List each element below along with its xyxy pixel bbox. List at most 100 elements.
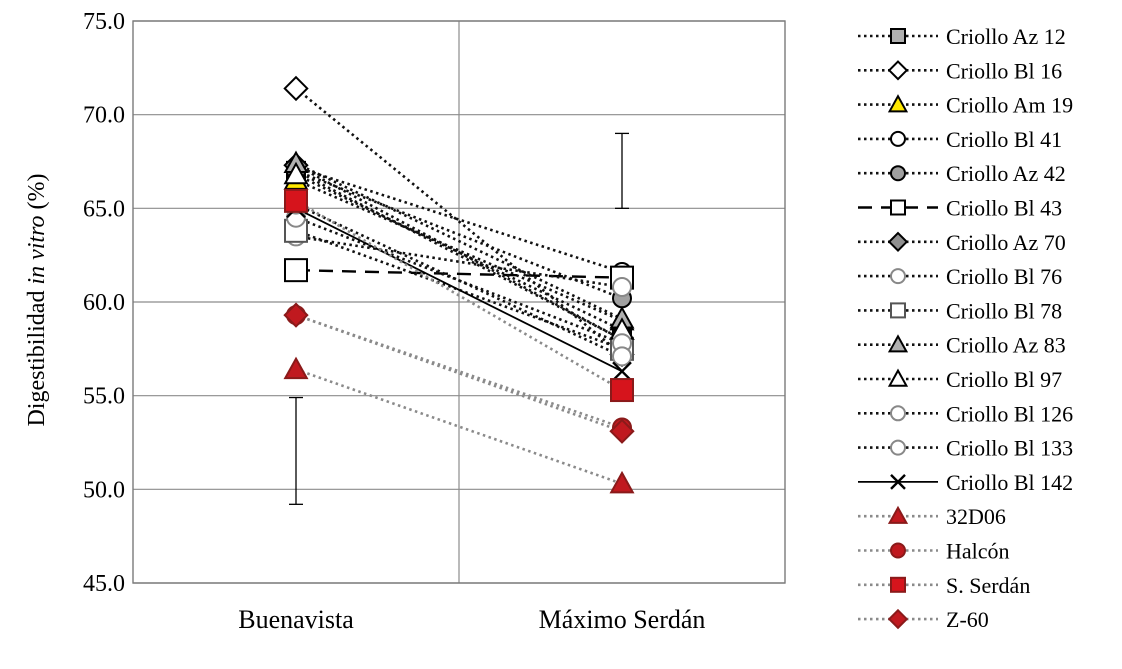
marker-diamond xyxy=(283,302,309,328)
marker-circle xyxy=(890,268,906,285)
legend-item: Criollo Bl 16 xyxy=(858,58,1062,83)
marker-circle xyxy=(890,165,906,182)
marker-square xyxy=(890,28,906,44)
marker-square xyxy=(610,378,634,403)
marker-circle xyxy=(890,405,906,422)
y-axis-label-part: (%) xyxy=(24,173,50,215)
legend-label: Criollo Az 83 xyxy=(946,333,1066,358)
y-tick-label: 75.0 xyxy=(83,9,125,35)
legend-label: 32D06 xyxy=(946,504,1006,529)
marker-circle xyxy=(890,542,906,559)
legend-label: Criollo Bl 142 xyxy=(946,470,1073,495)
legend-item: Criollo Bl 133 xyxy=(858,436,1073,461)
legend-label: Criollo Az 70 xyxy=(946,230,1066,255)
marker-square xyxy=(284,188,308,213)
legend-item: Criollo Az 42 xyxy=(858,161,1066,186)
legend-label: Criollo Bl 16 xyxy=(946,58,1062,83)
legend-item: Criollo Az 12 xyxy=(858,24,1066,49)
x-tick-label: Máximo Serdán xyxy=(539,605,706,634)
legend-label: Halcón xyxy=(946,539,1010,564)
legend-item: Criollo Bl 97 xyxy=(858,367,1062,392)
legend-item: S. Serdán xyxy=(858,573,1030,598)
legend-label: S. Serdán xyxy=(946,573,1030,598)
legend-label: Criollo Bl 76 xyxy=(946,264,1062,289)
series-line xyxy=(295,235,623,289)
plot-frame xyxy=(132,20,786,584)
x-tick-labels: Buenavista Máximo Serdán xyxy=(238,605,705,634)
y-axis-label-part: in vitro xyxy=(24,215,50,284)
legend-item: Criollo Az 70 xyxy=(858,230,1066,255)
legend-item: Criollo Bl 41 xyxy=(858,127,1062,152)
legend-label: Criollo Bl 41 xyxy=(946,127,1062,152)
series-line xyxy=(295,162,623,321)
marker-circle xyxy=(890,130,906,147)
series-line xyxy=(295,229,623,351)
marker-diamond xyxy=(283,75,309,102)
series-line xyxy=(295,313,623,433)
error-bars xyxy=(289,132,629,505)
marker-triangle xyxy=(283,161,309,185)
series-line xyxy=(295,268,623,279)
series-line xyxy=(295,87,623,356)
legend-item: Criollo Az 83 xyxy=(858,333,1066,358)
y-tick-label: 65.0 xyxy=(83,196,125,222)
marker-x xyxy=(612,361,632,382)
marker-triangle xyxy=(887,505,909,524)
series-line xyxy=(295,164,623,341)
legend-item: Halcón xyxy=(858,539,1010,564)
legend-item: Criollo Bl 142 xyxy=(858,470,1073,495)
y-axis-label: Digestibilidad in vitro (%) xyxy=(24,173,50,426)
y-tick-label: 50.0 xyxy=(83,477,125,503)
marker-triangle xyxy=(283,356,309,380)
marker-triangle xyxy=(887,368,909,387)
y-axis-label-part: Digestibilidad xyxy=(24,285,50,427)
y-tick-label: 45.0 xyxy=(83,571,125,597)
marker-diamond xyxy=(887,608,909,630)
series-line xyxy=(295,169,623,300)
series-line xyxy=(295,207,623,373)
legend-label: Criollo Bl 78 xyxy=(946,298,1062,323)
legend-label: Criollo Bl 43 xyxy=(946,196,1062,221)
x-tick-label: Buenavista xyxy=(238,605,354,634)
marker-circle xyxy=(890,439,906,456)
series-lines xyxy=(295,87,623,485)
marker-square xyxy=(890,576,906,593)
grid xyxy=(132,20,786,584)
series-line xyxy=(295,169,623,341)
y-tick-label: 60.0 xyxy=(83,290,125,316)
y-tick-label: 70.0 xyxy=(83,103,125,129)
legend-label: Criollo Am 19 xyxy=(946,93,1073,118)
y-tick-label: 55.0 xyxy=(83,384,125,410)
marker-diamond xyxy=(609,418,635,444)
legend-item: Criollo Am 19 xyxy=(858,93,1073,118)
marker-diamond xyxy=(887,231,909,252)
legend-label: Criollo Bl 133 xyxy=(946,436,1073,461)
series-line xyxy=(295,173,623,332)
legend-item: Criollo Bl 126 xyxy=(858,401,1073,426)
series-line xyxy=(295,179,623,322)
legend-label: Criollo Bl 97 xyxy=(946,367,1062,392)
legend: Criollo Az 12 Criollo Bl 16 Criollo Am 19 C… xyxy=(858,24,1073,632)
y-tick-labels: 75.0 70.0 65.0 60.0 55.0 50.0 45.0 xyxy=(83,9,125,597)
marker-diamond xyxy=(887,60,909,81)
marker-triangle xyxy=(887,334,909,353)
marker-triangle xyxy=(609,470,635,494)
series-line xyxy=(295,216,623,345)
legend-item: Z-60 xyxy=(858,607,989,632)
legend-item: Criollo Bl 76 xyxy=(858,264,1062,289)
legend-label: Z-60 xyxy=(946,607,989,632)
series-markers xyxy=(283,75,635,494)
marker-circle xyxy=(612,346,632,367)
marker-x xyxy=(890,474,906,490)
legend-item: Criollo Bl 78 xyxy=(858,298,1062,323)
legend-label: Criollo Bl 126 xyxy=(946,401,1073,426)
marker-circle xyxy=(612,277,632,298)
series-line xyxy=(295,199,623,392)
marker-square xyxy=(890,302,906,319)
legend-item: Criollo Bl 43 xyxy=(858,196,1062,221)
marker-square xyxy=(284,258,308,283)
marker-triangle xyxy=(887,94,909,113)
legend-label: Criollo Az 12 xyxy=(946,24,1066,49)
marker-square xyxy=(890,199,906,216)
